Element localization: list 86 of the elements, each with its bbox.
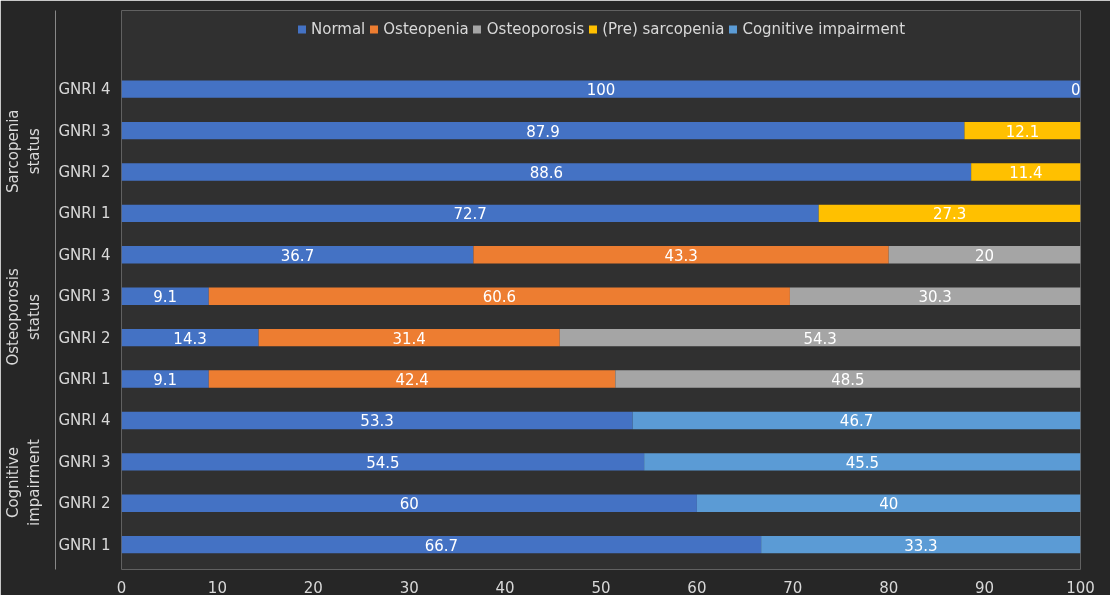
x-tick-label: 0 [116,578,127,597]
data-label: 9.1 [153,288,178,307]
data-label: 36.7 [280,246,315,265]
y-tick-label: GNRI 2 [58,494,111,513]
data-label: 43.3 [664,246,698,265]
x-tick-label: 70 [783,578,803,597]
x-tick-label: 10 [207,578,227,597]
bar [208,370,616,388]
bar [121,287,209,305]
bar [789,287,1081,305]
data-label: 12.1 [1005,122,1040,141]
data-label: 100 [586,81,616,100]
y-tick-label: GNRI 3 [58,121,111,140]
x-tick-label: 20 [303,578,323,597]
x-tick-label: 80 [879,578,899,597]
text: Sarcopenia status [3,109,44,194]
data-label: 72.7 [453,205,487,224]
data-label: 46.7 [839,412,874,431]
bar [121,80,1081,98]
data-label: 33.3 [904,536,938,555]
x-tick-label: 100 [1066,578,1095,597]
bar [121,411,633,430]
data-label: 0 [1070,81,1081,100]
x-tick-label: 30 [399,578,419,597]
legend-label: Osteopenia [383,20,469,38]
bar [559,328,1081,347]
x-tick-label: 40 [495,578,515,597]
bar [121,121,965,140]
bar [121,163,972,181]
bar [971,163,1081,181]
bar [473,246,889,264]
text: Osteoporosis status [3,268,44,366]
data-label: 30.3 [918,288,952,307]
data-label: 42.4 [395,371,429,390]
legend-label: Cognitive impairment [742,20,906,38]
legend-label: (Pre) sarcopenia [602,20,725,38]
data-label: 14.3 [173,329,207,348]
data-label: 31.4 [392,329,426,348]
y-tick-label: GNRI 1 [58,370,111,389]
data-label: 45.5 [845,453,880,472]
bar [258,328,560,347]
y-tick-label: GNRI 1 [58,204,111,223]
data-label: 54.3 [803,329,837,348]
bar [644,453,1081,471]
bar [121,204,819,223]
bar [121,453,645,471]
bar [818,204,1081,223]
data-label: 9.1 [153,371,178,390]
bar [121,246,474,264]
bar [696,494,1081,512]
y-tick-label: GNRI 1 [58,535,111,554]
bar [615,370,1081,388]
data-label: 20 [975,246,995,265]
y-tick-label: GNRI 3 [58,452,111,471]
data-label: 88.6 [529,163,564,182]
y-tick-label: GNRI 4 [58,80,111,99]
data-label: 48.5 [831,371,865,390]
legend-label: Osteoporosis [486,20,585,38]
bar [121,535,762,554]
x-tick-label: 90 [975,578,995,597]
y-tick-label: GNRI 2 [58,328,111,347]
text: Cognitive impairment [3,439,44,526]
data-label: 11.4 [1009,163,1043,182]
bar [121,494,697,512]
bar [761,535,1081,554]
legend-label: Normal [310,20,366,38]
bar [632,411,1081,430]
y-tick-label: GNRI 4 [58,245,111,264]
bar [964,121,1081,140]
bar [888,246,1081,264]
data-label: 66.7 [424,536,459,555]
data-label: 87.9 [526,122,560,141]
data-label: 60 [399,495,419,514]
bar [121,328,259,347]
y-tick-label: GNRI 3 [58,287,111,306]
data-label: 53.3 [360,412,394,431]
data-label: 60.6 [482,288,517,307]
data-label: 54.5 [366,453,400,472]
y-tick-label: GNRI 2 [58,162,111,181]
bar [208,287,790,305]
x-tick-label: 50 [591,578,611,597]
data-label: 27.3 [932,205,967,224]
y-tick-label: GNRI 4 [58,411,111,430]
x-tick-label: 60 [687,578,707,597]
bar [121,370,209,388]
data-label: 40 [879,495,899,514]
